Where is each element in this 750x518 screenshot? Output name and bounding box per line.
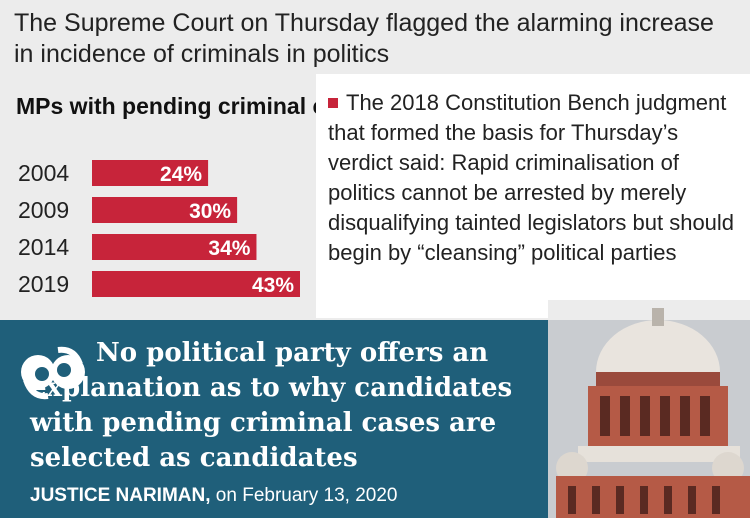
supreme-court-dome-image: [548, 300, 750, 518]
bullet-icon: [328, 98, 338, 108]
bar-value-label: 24%: [160, 163, 202, 186]
attribution: JUSTICE NARIMAN, on February 13, 2020: [30, 484, 397, 508]
bar: [92, 160, 209, 186]
bar-value-label: 34%: [208, 237, 250, 260]
attribution-date: on February 13, 2020: [215, 485, 398, 506]
bar-value-label: 30%: [189, 200, 231, 223]
sidebar-quote-box: The 2018 Constitution Bench judgment tha…: [316, 74, 750, 318]
bar: [92, 197, 238, 223]
quote-mark-icon: [21, 346, 85, 400]
year-label: 2004: [18, 160, 69, 186]
bar: [92, 234, 257, 260]
sidebar-quote-text: The 2018 Constitution Bench judgment tha…: [328, 90, 735, 265]
sidebar-quote: The 2018 Constitution Bench judgment tha…: [328, 88, 740, 268]
pull-quote: No political party offers an explanation…: [30, 338, 513, 473]
attribution-name: JUSTICE NARIMAN,: [30, 485, 211, 506]
year-label: 2019: [18, 271, 69, 297]
headline: The Supreme Court on Thursday flagged th…: [14, 9, 714, 68]
year-label: 2009: [18, 197, 69, 223]
year-label: 2014: [18, 234, 69, 260]
bar-chart: 2004 24% 2009 30% 2014 34% 2019 43%: [18, 160, 300, 297]
bar: [92, 271, 300, 297]
bar-value-label: 43%: [252, 274, 294, 297]
